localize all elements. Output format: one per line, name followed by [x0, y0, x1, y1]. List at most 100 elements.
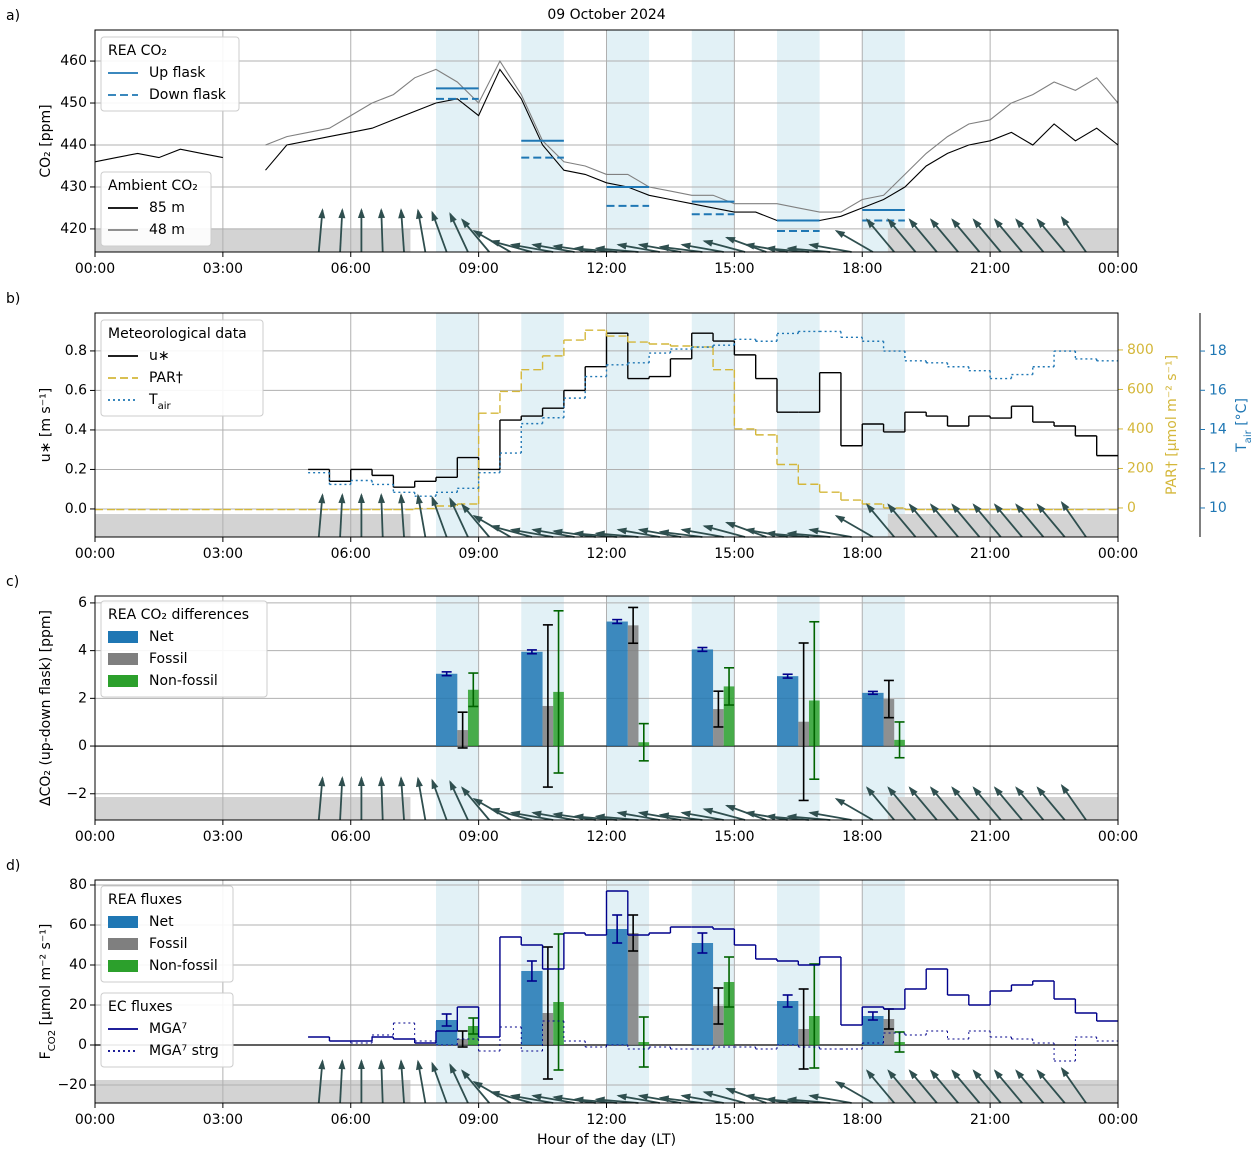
bar	[723, 982, 735, 1045]
text-part: CO2	[47, 1030, 58, 1051]
wind-arrow	[765, 1096, 810, 1104]
wind-head	[398, 776, 406, 787]
wind-arrow	[357, 493, 365, 537]
wind-head	[702, 807, 714, 815]
wind-head	[680, 527, 691, 535]
wind-head	[472, 798, 483, 807]
wind-head	[552, 243, 563, 251]
wind-arrow	[702, 1090, 746, 1104]
legend-label: 85 m	[149, 200, 185, 216]
wind-head	[552, 528, 563, 536]
wind-arrow	[834, 1081, 874, 1104]
wind-head	[573, 245, 584, 253]
error-bar	[724, 956, 735, 1008]
sampling-period	[777, 313, 820, 537]
wind-arrow	[702, 239, 746, 253]
wind-arrow	[489, 524, 533, 538]
wind-arrow	[616, 527, 660, 538]
panel-label: a)	[6, 8, 20, 24]
bar	[627, 933, 639, 1045]
legend-swatch	[108, 675, 138, 687]
plot-frame	[94, 29, 1119, 253]
wind-head	[415, 208, 423, 220]
wind-arrow	[993, 503, 1023, 538]
x-tick-label: 18:00	[842, 1112, 882, 1128]
wind-arrow	[1015, 786, 1045, 821]
bar	[713, 1006, 724, 1045]
wind-arrow	[929, 503, 959, 538]
bar	[691, 943, 714, 1045]
bar	[862, 1016, 884, 1045]
text-part: [°C]	[1234, 398, 1250, 430]
wind-arrow	[865, 503, 895, 538]
x-tick-label: 21:00	[970, 829, 1010, 845]
x-tick-label: 00:00	[1098, 829, 1138, 845]
wind-arrow	[865, 786, 895, 821]
text-part: T	[1234, 443, 1250, 453]
wind-head	[460, 503, 471, 514]
y-tick-label: 430	[60, 179, 87, 195]
wind-head	[765, 245, 776, 253]
wind-head	[865, 786, 876, 797]
wind-head	[594, 530, 605, 538]
y2-tick-label: 800	[1127, 342, 1154, 358]
sampling-period	[436, 30, 479, 252]
wind-arrow	[993, 218, 1023, 253]
wind-head	[338, 776, 346, 787]
wind-arrow	[1036, 503, 1066, 538]
wind-arrow	[317, 493, 326, 538]
wind-arrow	[808, 810, 852, 821]
x-tick-label: 06:00	[331, 829, 371, 845]
error-bar	[894, 1031, 905, 1053]
legend-title: REA CO₂ differences	[108, 607, 249, 623]
wind-arrow	[509, 527, 554, 538]
wind-head	[318, 493, 326, 504]
wind-arrow	[786, 530, 831, 538]
wind-arrow	[317, 776, 326, 821]
wind-head	[616, 527, 627, 535]
sampling-period	[521, 313, 564, 537]
sampling-period	[777, 30, 820, 252]
wind-arrow	[834, 515, 874, 538]
wind-arrow	[378, 776, 386, 821]
wind-head	[415, 1059, 423, 1071]
legend-title: Meteorological data	[108, 326, 247, 342]
y2-tick-label: 200	[1127, 460, 1154, 476]
wind-arrow	[680, 242, 724, 253]
wind-arrow	[573, 1096, 618, 1104]
y3-tick-label: 14	[1209, 422, 1227, 438]
y2-tick-label: 0	[1127, 500, 1136, 516]
co2-line	[94, 68, 1119, 222]
wind-arrow	[317, 1059, 326, 1104]
legend-swatch	[108, 938, 138, 950]
legend-box	[100, 171, 212, 247]
error-bar	[809, 620, 820, 781]
wind-arrow	[415, 1059, 427, 1104]
legend-swatch	[108, 653, 138, 665]
x-tick-label: 09:00	[458, 546, 498, 562]
y-tick-label: 440	[60, 137, 87, 153]
sampling-period	[862, 880, 905, 1103]
x-tick-label: 06:00	[331, 1112, 371, 1128]
wind-head	[489, 524, 500, 532]
wind-arrow	[398, 1059, 406, 1104]
error-bar	[782, 994, 793, 1008]
error-bar	[724, 667, 735, 706]
wind-head	[509, 527, 521, 535]
bar	[467, 1026, 479, 1045]
wind-head	[398, 1059, 406, 1070]
wind-arrow	[431, 210, 448, 253]
wind-head	[378, 776, 386, 787]
wind-head	[658, 244, 670, 252]
wind-head	[1015, 218, 1025, 229]
y3-tick-label: 10	[1209, 500, 1227, 516]
error-bar	[713, 987, 724, 1025]
wind-arrow	[357, 208, 365, 252]
wind-arrow	[415, 776, 427, 821]
y-tick-label: 0.8	[65, 343, 87, 359]
wind-arrow	[378, 1059, 386, 1104]
x-tick-label: 12:00	[586, 261, 626, 277]
wind-head	[724, 236, 736, 244]
wind-head	[378, 1059, 386, 1070]
wind-arrow	[552, 528, 596, 538]
